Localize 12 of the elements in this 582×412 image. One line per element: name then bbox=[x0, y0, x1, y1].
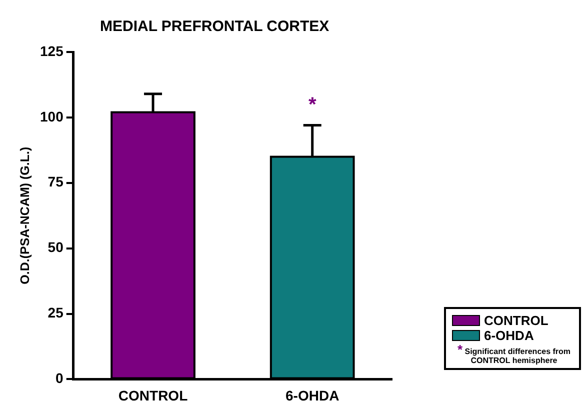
text: * Significant differences from CONTROL hemisphere bbox=[456, 342, 572, 365]
legend-label: CONTROL bbox=[483, 313, 550, 328]
y-axis-title: O.D.(PSA-NCAM) (G.L.) bbox=[18, 146, 32, 284]
chart-title: MEDIAL PREFRONTAL CORTEX bbox=[100, 18, 330, 35]
y-tick-label: 50 bbox=[48, 239, 64, 256]
y-tick-label: 25 bbox=[48, 304, 64, 321]
legend-label: 6-OHDA bbox=[483, 328, 535, 343]
y-tick-label: 125 bbox=[40, 42, 64, 59]
y-tick-label: 0 bbox=[56, 370, 64, 386]
y-tick-label: 75 bbox=[48, 174, 64, 190]
y-tick-label: 100 bbox=[40, 108, 64, 124]
annotation: * bbox=[308, 94, 316, 116]
